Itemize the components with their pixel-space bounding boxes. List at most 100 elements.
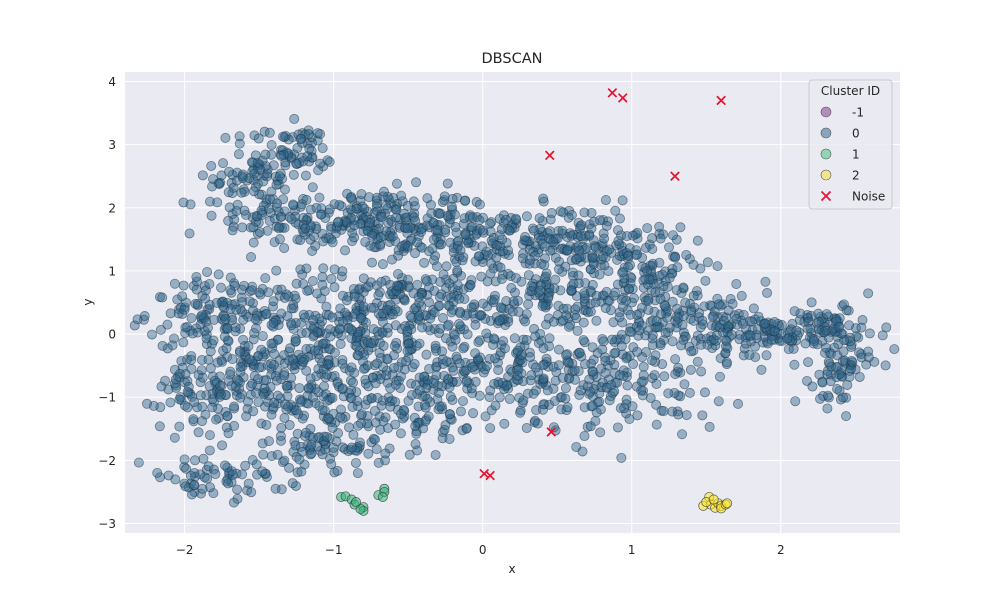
cluster-0-point: [591, 315, 602, 326]
cluster-0-point: [260, 149, 271, 160]
cluster-0-point: [543, 313, 554, 324]
cluster-0-point: [459, 195, 470, 206]
cluster-0-point: [489, 290, 500, 301]
cluster-0-point: [370, 378, 381, 389]
cluster-0-point: [834, 322, 845, 333]
cluster-0-point: [323, 207, 334, 218]
cluster-0-point: [263, 203, 274, 214]
cluster-0-point: [215, 389, 226, 400]
cluster-0-point: [712, 261, 723, 272]
cluster-0-point: [428, 217, 439, 228]
cluster-0-point: [348, 429, 359, 440]
cluster-0-point: [197, 372, 208, 383]
cluster-0-point: [298, 212, 309, 223]
cluster-0-point: [667, 336, 678, 347]
cluster-0-point: [542, 385, 553, 396]
cluster-0-point: [197, 170, 208, 181]
cluster-0-point: [563, 357, 574, 368]
cluster-0-point: [381, 200, 392, 211]
cluster-0-point: [296, 199, 307, 210]
cluster-0-point: [225, 285, 236, 296]
cluster-0-point: [178, 280, 189, 291]
cluster-0-point: [464, 212, 475, 223]
cluster-0-point: [424, 297, 435, 308]
cluster-0-point: [374, 347, 385, 358]
cluster-0-point: [654, 257, 665, 268]
cluster-0-point: [813, 308, 824, 319]
cluster-0-point: [378, 308, 389, 319]
cluster-0-point: [748, 303, 759, 314]
cluster-0-point: [516, 276, 527, 287]
cluster-0-point: [427, 243, 438, 254]
cluster-0-point: [468, 408, 479, 419]
cluster-0-point: [230, 322, 241, 333]
cluster-0-point: [521, 309, 532, 320]
cluster-0-point: [548, 237, 559, 248]
cluster-0-point: [390, 379, 401, 390]
x-tick-label: 0: [479, 543, 487, 557]
cluster-0-point: [600, 355, 611, 366]
cluster-0-point: [488, 333, 499, 344]
cluster-0-point: [880, 360, 891, 371]
cluster-0-point: [322, 431, 333, 442]
cluster-0-point: [377, 259, 388, 270]
cluster-0-point: [160, 375, 171, 386]
y-tick-label: 1: [108, 264, 116, 278]
cluster-0-point: [304, 143, 315, 154]
cluster-0-point: [211, 297, 222, 308]
cluster-0-point: [266, 139, 277, 150]
cluster-0-point: [419, 371, 430, 382]
cluster-0-point: [457, 396, 468, 407]
cluster-0-point: [409, 208, 420, 219]
cluster-0-point: [347, 401, 358, 412]
cluster-0-point: [477, 225, 488, 236]
cluster-0-point: [182, 402, 193, 413]
cluster-0-point: [414, 311, 425, 322]
cluster-0-point: [642, 223, 653, 234]
cluster-0-point: [156, 381, 167, 392]
cluster-0-point: [246, 285, 257, 296]
cluster-0-point: [485, 268, 496, 279]
cluster-0-point: [864, 328, 875, 339]
cluster-0-point: [274, 234, 285, 245]
cluster-0-point: [189, 397, 200, 408]
cluster-0-point: [439, 424, 450, 435]
cluster-0-point: [336, 271, 347, 282]
cluster-0-point: [503, 245, 514, 256]
cluster-0-point: [700, 275, 711, 286]
cluster-0-point: [227, 354, 238, 365]
cluster-0-point: [854, 371, 865, 382]
cluster-0-point: [422, 193, 433, 204]
cluster-0-point: [512, 370, 523, 381]
legend-entry-label: 0: [852, 127, 860, 141]
cluster-0-point: [355, 313, 366, 324]
cluster-0-point: [218, 158, 229, 169]
cluster-0-point: [385, 401, 396, 412]
cluster-0-point: [599, 233, 610, 244]
cluster-0-point: [237, 469, 248, 480]
cluster-0-point: [659, 371, 670, 382]
cluster-0-point: [204, 430, 215, 441]
cluster-0-point: [224, 166, 235, 177]
cluster-0-point: [287, 478, 298, 489]
cluster-0-point: [393, 250, 404, 261]
cluster-0-point: [335, 339, 346, 350]
cluster-0-point: [688, 290, 699, 301]
cluster-0-point: [223, 478, 234, 489]
cluster-0-point: [655, 233, 666, 244]
cluster-0-point: [441, 356, 452, 367]
cluster-0-point: [402, 223, 413, 234]
cluster-0-point: [230, 381, 241, 392]
cluster-0-point: [540, 271, 551, 282]
cluster-0-point: [538, 193, 549, 204]
cluster-0-point: [658, 406, 669, 417]
cluster-0-point: [155, 324, 166, 335]
cluster-0-point: [791, 325, 802, 336]
cluster-0-point: [305, 373, 316, 384]
legend-marker: [820, 169, 832, 181]
cluster-0-point: [803, 357, 814, 368]
cluster-0-point: [186, 354, 197, 365]
cluster-0-point: [447, 193, 458, 204]
cluster-0-point: [213, 269, 224, 280]
cluster-0-point: [496, 273, 507, 284]
